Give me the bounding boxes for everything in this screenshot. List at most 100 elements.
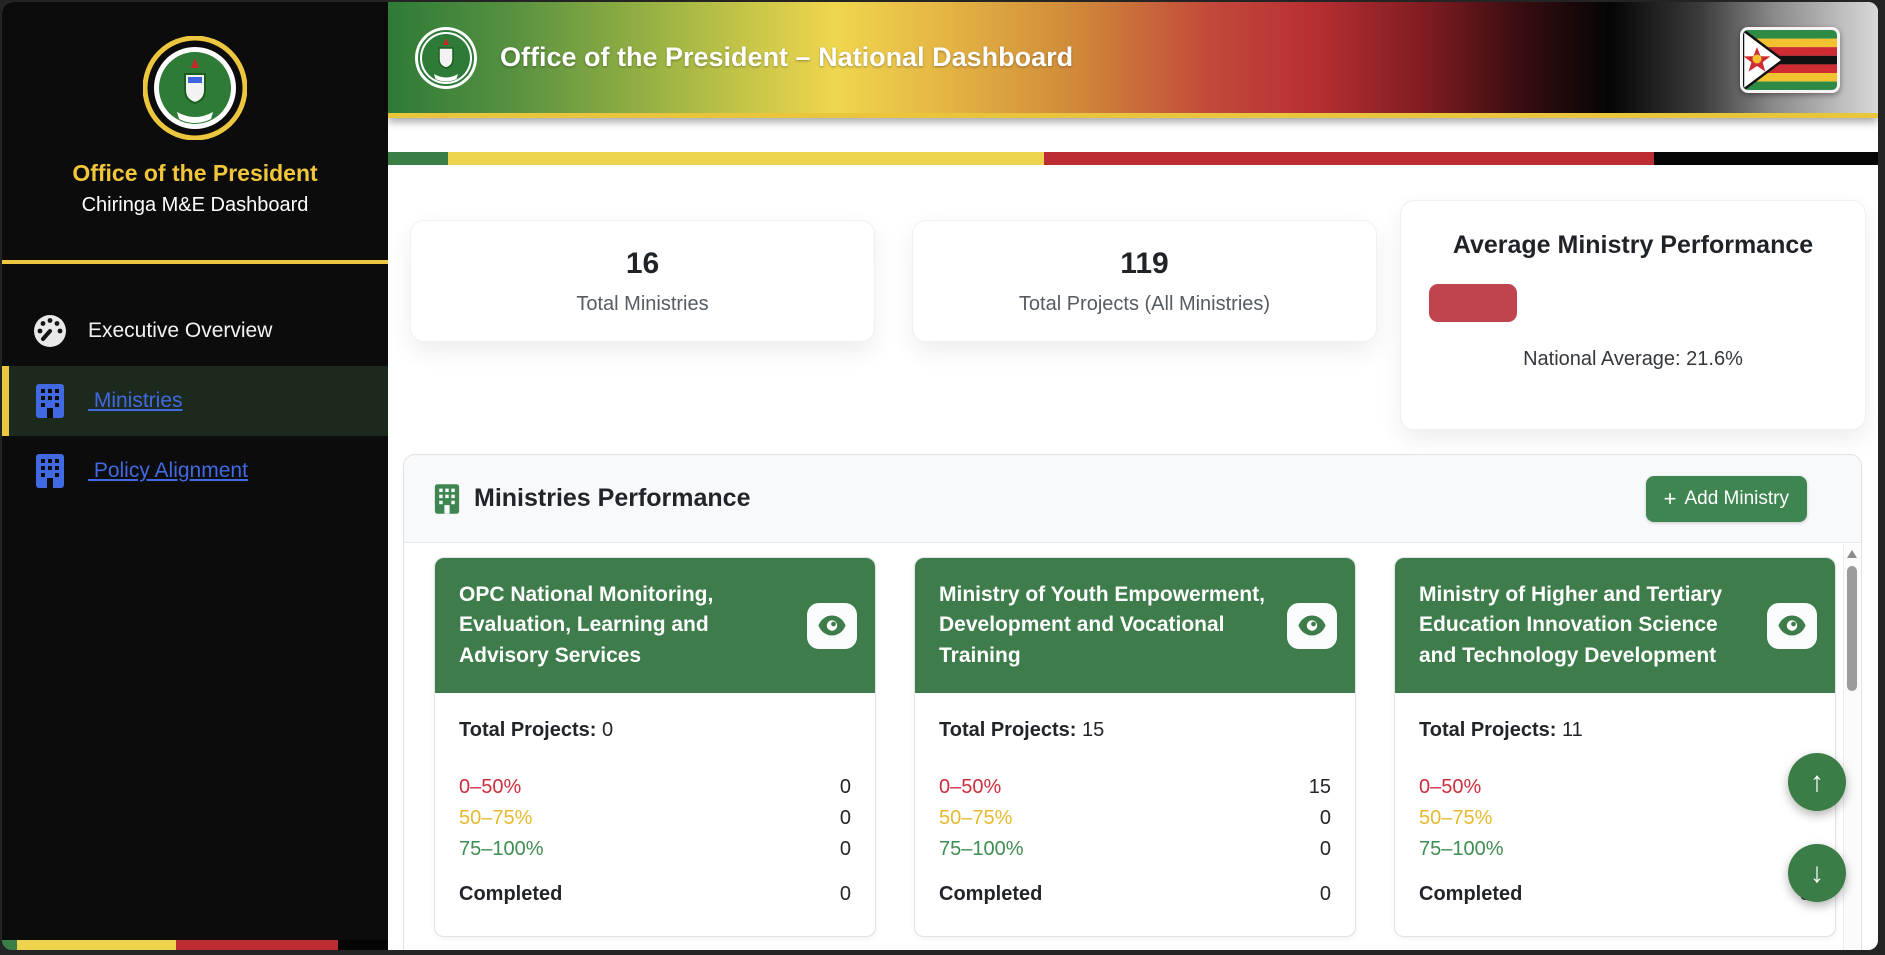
completed-row: Completed 3 <box>1419 883 1811 906</box>
ministry-card: Ministry of Higher and Tertiary Educatio… <box>1394 557 1836 938</box>
completed-row: Completed 0 <box>939 883 1331 906</box>
view-ministry-button[interactable] <box>807 602 857 649</box>
completed-row: Completed 0 <box>459 883 851 906</box>
ministry-card: OPC National Monitoring, Evaluation, Lea… <box>434 557 876 938</box>
ministry-card-body: Total Projects: 11 0–50% 3 50–75% 75– <box>1395 693 1835 936</box>
range-mid-value: 0 <box>839 807 851 830</box>
completed-value: 0 <box>1319 883 1331 906</box>
sidebar: Office of the President Chiringa M&E Das… <box>2 2 388 950</box>
sidebar-org-title: Office of the President <box>72 160 318 186</box>
ministry-cards-row: OPC National Monitoring, Evaluation, Lea… <box>404 543 1861 938</box>
sidebar-flag-strip <box>2 940 388 950</box>
total-projects-row: Total Projects: 15 <box>939 719 1331 742</box>
completed-label: Completed <box>459 883 563 906</box>
sidebar-item-label: Executive Overview <box>88 319 273 342</box>
total-projects-label: Total Projects: <box>459 719 597 742</box>
add-ministry-button[interactable]: + Add Ministry <box>1645 475 1807 522</box>
range-low-value: 15 <box>1308 776 1331 799</box>
total-projects-value: 11 <box>1562 719 1583 742</box>
total-projects-label: Total Projects: <box>939 719 1077 742</box>
total-projects-row: Total Projects: 11 <box>1419 719 1811 742</box>
sidebar-link-policy-alignment[interactable]: Policy Alignment <box>88 459 248 482</box>
range-row: 75–100% <box>1419 834 1811 865</box>
ministry-name: Ministry of Youth Empowerment, Developme… <box>939 583 1265 667</box>
scrollbar-up-arrow[interactable] <box>1847 550 1857 558</box>
performance-bar <box>1429 283 1518 322</box>
stat-label: Total Ministries <box>576 293 709 315</box>
section-scrollbar[interactable] <box>1843 544 1860 950</box>
ministry-name: OPC National Monitoring, Evaluation, Lea… <box>459 583 714 667</box>
range-high-value: 0 <box>1319 838 1331 861</box>
section-title: Ministries Performance <box>434 483 751 514</box>
ministry-card-body: Total Projects: 0 0–50% 0 50–75% 0 75– <box>435 693 875 936</box>
ministry-card: Ministry of Youth Empowerment, Developme… <box>914 557 1356 938</box>
section-header: Ministries Performance + Add Ministry <box>404 455 1861 543</box>
range-row: 75–100% 0 <box>459 834 851 865</box>
arrow-down-icon: ↓ <box>1810 857 1824 888</box>
range-high-label: 75–100% <box>1419 838 1504 861</box>
completed-value: 0 <box>839 883 851 906</box>
sidebar-nav: Executive Overview Ministries <box>2 296 388 506</box>
range-low-value: 0 <box>839 776 851 799</box>
ministry-card-header: OPC National Monitoring, Evaluation, Lea… <box>435 558 875 694</box>
range-row: 50–75% <box>1419 803 1811 834</box>
total-projects-value: 15 <box>1082 719 1105 742</box>
total-projects-value: 0 <box>602 719 614 742</box>
performance-note: National Average: 21.6% <box>1523 347 1743 370</box>
view-ministry-button[interactable] <box>1287 602 1337 649</box>
range-high-label: 75–100% <box>939 838 1024 861</box>
ministry-name: Ministry of Higher and Tertiary Educatio… <box>1419 583 1722 667</box>
gauge-icon <box>32 313 68 349</box>
eye-icon <box>818 615 846 636</box>
main-area: Office of the President – National Dashb… <box>388 2 1878 950</box>
sidebar-subtitle: Chiringa M&E Dashboard <box>81 194 309 216</box>
performance-title: Average Ministry Performance <box>1452 231 1814 259</box>
range-mid-label: 50–75% <box>939 807 1013 830</box>
stat-card-total-projects: 119 Total Projects (All Ministries) <box>912 220 1377 342</box>
building-icon <box>32 453 68 489</box>
sidebar-item-policy-alignment[interactable]: Policy Alignment <box>2 436 388 506</box>
stat-card-total-ministries: 16 Total Ministries <box>410 220 875 342</box>
stat-card-average-performance: Average Ministry Performance National Av… <box>1400 200 1866 430</box>
range-mid-label: 50–75% <box>459 807 533 830</box>
eye-icon <box>1778 615 1806 636</box>
range-row: 75–100% 0 <box>939 834 1331 865</box>
range-row: 0–50% 0 <box>459 772 851 803</box>
range-high-value: 0 <box>839 838 851 861</box>
scroll-to-top-button[interactable]: ↑ <box>1788 753 1846 811</box>
ministry-card-header: Ministry of Higher and Tertiary Educatio… <box>1395 558 1835 694</box>
total-projects-row: Total Projects: 0 <box>459 719 851 742</box>
range-low-label: 0–50% <box>939 776 1002 799</box>
flag-strip <box>388 152 1878 165</box>
total-projects-label: Total Projects: <box>1419 719 1557 742</box>
section-title-text: Ministries Performance <box>474 484 751 512</box>
ministries-performance-section: Ministries Performance + Add Ministry OP… <box>403 454 1862 950</box>
range-mid-value: 0 <box>1319 807 1331 830</box>
scroll-to-bottom-button[interactable]: ↓ <box>1788 844 1846 902</box>
add-ministry-label: Add Ministry <box>1684 487 1789 509</box>
coat-of-arms-logo <box>143 36 247 140</box>
range-low-label: 0–50% <box>459 776 522 799</box>
view-ministry-button[interactable] <box>1767 602 1817 649</box>
plus-icon: + <box>1663 485 1677 511</box>
range-row: 50–75% 0 <box>459 803 851 834</box>
range-row: 50–75% 0 <box>939 803 1331 834</box>
building-icon <box>32 383 68 419</box>
sidebar-item-executive-overview[interactable]: Executive Overview <box>2 296 388 366</box>
scrollbar-thumb[interactable] <box>1847 566 1857 691</box>
completed-label: Completed <box>1419 883 1523 906</box>
ministry-card-header: Ministry of Youth Empowerment, Developme… <box>915 558 1355 694</box>
sidebar-link-ministries[interactable]: Ministries <box>88 389 183 412</box>
sidebar-item-ministries[interactable]: Ministries <box>2 366 388 436</box>
range-low-label: 0–50% <box>1419 776 1482 799</box>
stat-value: 16 <box>625 247 660 280</box>
header-emblem-icon <box>415 26 477 89</box>
range-high-label: 75–100% <box>459 838 544 861</box>
ministry-card-body: Total Projects: 15 0–50% 15 50–75% 0 7 <box>915 693 1355 936</box>
sidebar-divider <box>2 260 388 264</box>
range-row: 0–50% 3 <box>1419 772 1811 803</box>
header-banner: Office of the President – National Dashb… <box>388 2 1878 118</box>
stat-value: 119 <box>1120 247 1169 280</box>
range-mid-label: 50–75% <box>1419 807 1493 830</box>
